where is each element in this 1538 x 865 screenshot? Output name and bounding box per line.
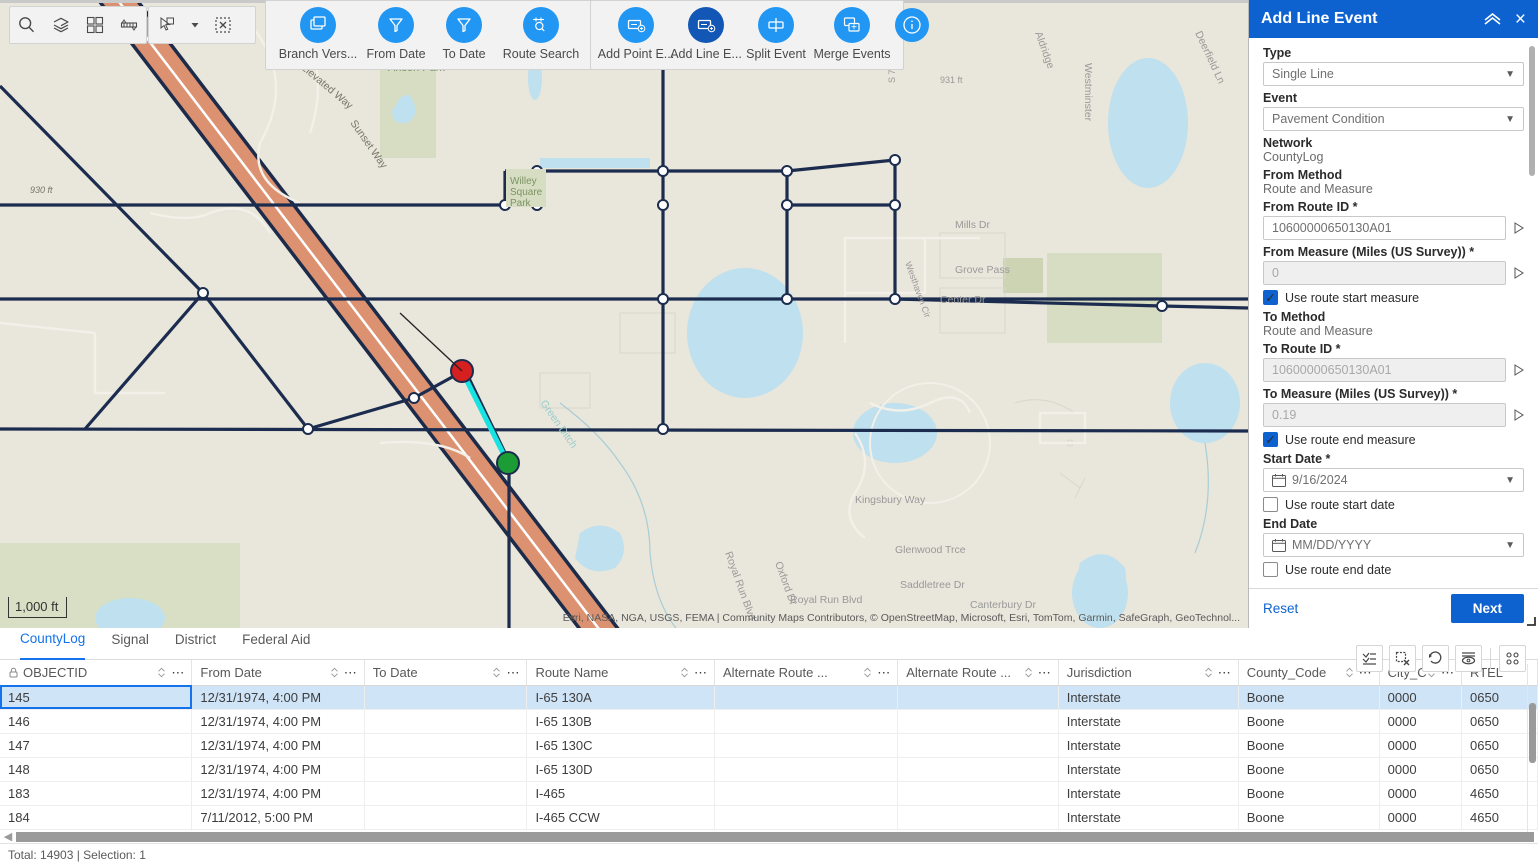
svg-text:Royal Run Blvd: Royal Run Blvd: [790, 594, 863, 606]
svg-text:Grove Pass: Grove Pass: [955, 264, 1010, 276]
svg-text:Square: Square: [510, 187, 543, 198]
svg-text:931 ft: 931 ft: [940, 75, 963, 85]
svg-text:Glenwood Trce: Glenwood Trce: [895, 544, 966, 556]
svg-text:Willey: Willey: [510, 176, 537, 187]
svg-text:Park: Park: [510, 198, 532, 209]
svg-text:Center Dr: Center Dr: [940, 294, 986, 306]
svg-text:Canterbury Dr: Canterbury Dr: [970, 599, 1036, 611]
svg-text:Mills Dr: Mills Dr: [955, 219, 990, 231]
svg-text:Westminster: Westminster: [1082, 63, 1094, 122]
svg-text:Saddletree Dr: Saddletree Dr: [900, 579, 965, 591]
svg-text:930 ft: 930 ft: [30, 185, 53, 195]
svg-text:Kingsbury Way: Kingsbury Way: [855, 494, 926, 506]
